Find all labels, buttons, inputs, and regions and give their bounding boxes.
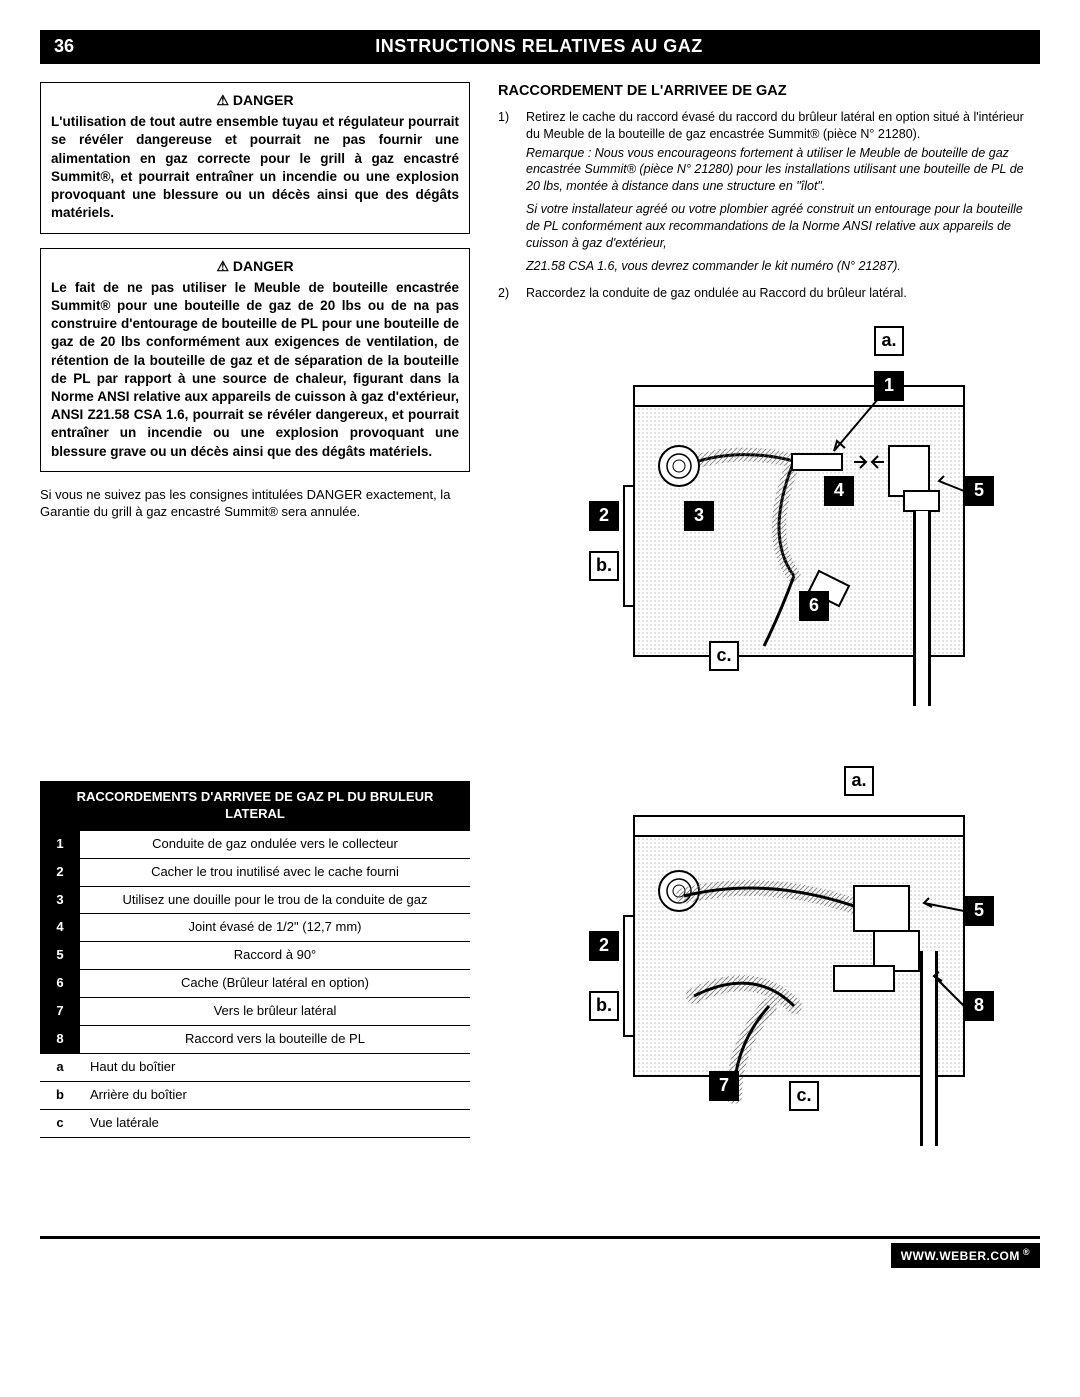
table-desc: Haut du boîtier — [80, 1053, 470, 1081]
table-row: 4Joint évasé de 1/2" (12,7 mm) — [40, 914, 470, 942]
danger-box-2: DANGER Le fait de ne pas utiliser le Meu… — [40, 248, 470, 472]
table-key: b — [40, 1081, 80, 1109]
table-key: 5 — [40, 942, 80, 970]
callout-b: b. — [589, 991, 619, 1021]
step-1: 1) Retirez le cache du raccord évasé du … — [498, 109, 1040, 143]
table-key: 7 — [40, 998, 80, 1026]
danger-text-2: Le fait de ne pas utiliser le Meuble de … — [51, 279, 459, 461]
header-bar: 36 INSTRUCTIONS RELATIVES AU GAZ — [40, 30, 1040, 64]
table-title: RACCORDEMENTS D'ARRIVEE DE GAZ PL DU BRU… — [40, 781, 470, 831]
table-key: 3 — [40, 886, 80, 914]
footer-url: WWW.WEBER.COM — [891, 1243, 1040, 1269]
remark-3: Z21.58 CSA 1.6, vous devrez commander le… — [526, 258, 1040, 275]
danger-heading-2: DANGER — [51, 257, 459, 275]
callout-6: 6 — [799, 591, 829, 621]
step-2: 2) Raccordez la conduite de gaz ondulée … — [498, 285, 1040, 302]
table-desc: Conduite de gaz ondulée vers le collecte… — [80, 831, 470, 858]
table-desc: Raccord vers la bouteille de PL — [80, 1025, 470, 1053]
left-column: DANGER L'utilisation de tout autre ensem… — [40, 82, 470, 1196]
diagram-2-svg — [534, 766, 1004, 1166]
callout-4: 4 — [824, 476, 854, 506]
table-row: 5Raccord à 90° — [40, 942, 470, 970]
table-key: 4 — [40, 914, 80, 942]
connection-heading: RACCORDEMENT DE L'ARRIVEE DE GAZ — [498, 82, 1040, 101]
table-desc: Cacher le trou inutilisé avec le cache f… — [80, 858, 470, 886]
table-row: 2Cacher le trou inutilisé avec le cache … — [40, 858, 470, 886]
diagram-2: a. 5 2 b. 8 7 c. — [534, 766, 1004, 1166]
callout-1: 1 — [874, 371, 904, 401]
table-row: 1Conduite de gaz ondulée vers le collect… — [40, 831, 470, 858]
page-title: INSTRUCTIONS RELATIVES AU GAZ — [88, 35, 990, 58]
callout-b: b. — [589, 551, 619, 581]
callout-2: 2 — [589, 501, 619, 531]
table-row: aHaut du boîtier — [40, 1053, 470, 1081]
danger-box-1: DANGER L'utilisation de tout autre ensem… — [40, 82, 470, 234]
right-column: RACCORDEMENT DE L'ARRIVEE DE GAZ 1) Reti… — [498, 82, 1040, 1196]
table-desc: Raccord à 90° — [80, 942, 470, 970]
warranty-note: Si vous ne suivez pas les consignes inti… — [40, 486, 470, 521]
table-row: 8Raccord vers la bouteille de PL — [40, 1025, 470, 1053]
main-columns: DANGER L'utilisation de tout autre ensem… — [40, 82, 1040, 1196]
table-row: 3Utilisez une douille pour le trou de la… — [40, 886, 470, 914]
table-key: 8 — [40, 1025, 80, 1053]
callout-c: c. — [709, 641, 739, 671]
table-key: a — [40, 1053, 80, 1081]
callout-a: a. — [874, 326, 904, 356]
table-desc: Arrière du boîtier — [80, 1081, 470, 1109]
callout-a: a. — [844, 766, 874, 796]
table-desc: Cache (Brûleur latéral en option) — [80, 970, 470, 998]
step-1-text: Retirez le cache du raccord évasé du rac… — [526, 109, 1040, 143]
table-row: 6Cache (Brûleur latéral en option) — [40, 970, 470, 998]
table-key: c — [40, 1109, 80, 1137]
footer-bar: WWW.WEBER.COM — [40, 1236, 1040, 1269]
table-desc: Utilisez une douille pour le trou de la … — [80, 886, 470, 914]
remark-2: Si votre installateur agréé ou votre plo… — [526, 201, 1040, 252]
callout-7: 7 — [709, 1071, 739, 1101]
table-row: cVue latérale — [40, 1109, 470, 1137]
danger-heading-1: DANGER — [51, 91, 459, 109]
callout-5: 5 — [964, 476, 994, 506]
table-desc: Vue latérale — [80, 1109, 470, 1137]
table-desc: Joint évasé de 1/2" (12,7 mm) — [80, 914, 470, 942]
page-number: 36 — [40, 35, 88, 58]
gas-connections-table-wrap: RACCORDEMENTS D'ARRIVEE DE GAZ PL DU BRU… — [40, 781, 470, 1138]
callout-5: 5 — [964, 896, 994, 926]
remark-1: Remarque : Nous vous encourageons fortem… — [526, 145, 1040, 196]
gas-connections-table: RACCORDEMENTS D'ARRIVEE DE GAZ PL DU BRU… — [40, 781, 470, 1138]
table-key: 2 — [40, 858, 80, 886]
danger-text-1: L'utilisation de tout autre ensemble tuy… — [51, 113, 459, 222]
table-desc: Vers le brûleur latéral — [80, 998, 470, 1026]
table-row: bArrière du boîtier — [40, 1081, 470, 1109]
table-key: 1 — [40, 831, 80, 858]
step-2-number: 2) — [498, 285, 516, 302]
table-row: 7Vers le brûleur latéral — [40, 998, 470, 1026]
table-key: 6 — [40, 970, 80, 998]
step-2-text: Raccordez la conduite de gaz ondulée au … — [526, 285, 1040, 302]
callout-2: 2 — [589, 931, 619, 961]
step-list: 1) Retirez le cache du raccord évasé du … — [498, 109, 1040, 302]
diagram-1: a. 1 5 4 2 3 b. 6 c. — [534, 316, 1004, 736]
callout-8: 8 — [964, 991, 994, 1021]
step-1-number: 1) — [498, 109, 516, 143]
callout-c: c. — [789, 1081, 819, 1111]
callout-3: 3 — [684, 501, 714, 531]
